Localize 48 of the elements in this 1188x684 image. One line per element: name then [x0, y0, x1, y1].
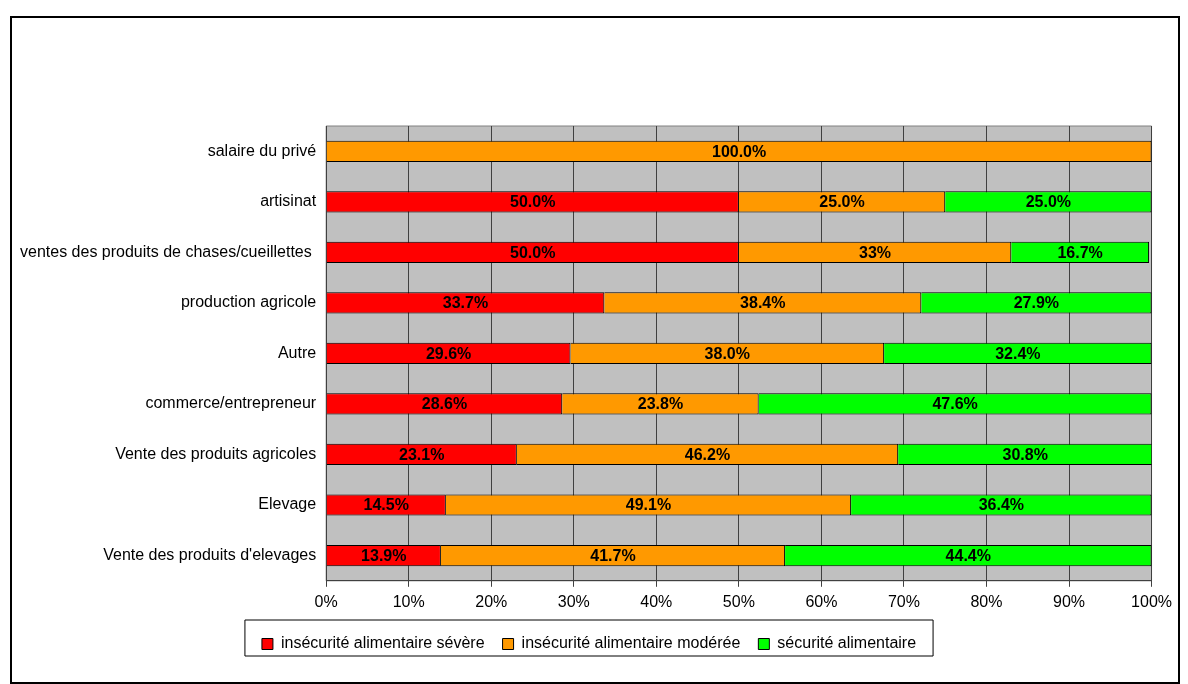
y-tick-label: commerce/entrepreneur [145, 394, 317, 412]
x-tick-label: 50% [722, 592, 755, 610]
data-label: 33% [859, 243, 892, 261]
data-label: 44.4% [945, 546, 991, 564]
data-label: 30.8% [1002, 445, 1048, 463]
data-label: 33.7% [442, 294, 489, 312]
data-label: 23.1% [399, 445, 445, 463]
data-label: 38.4% [740, 294, 786, 312]
data-label: 27.9% [1013, 294, 1060, 312]
data-label: 23.8% [637, 395, 684, 413]
data-label: 100.0% [711, 142, 767, 160]
data-label: 50.0% [510, 243, 556, 261]
x-tick-label: 30% [557, 592, 590, 610]
x-tick-label: 80% [970, 592, 1003, 610]
x-tick-label: 70% [887, 592, 920, 610]
y-tick-label: artisinat [260, 192, 317, 210]
x-tick-label: 0% [314, 592, 338, 610]
data-label: 25.0% [819, 193, 865, 211]
x-tick-label: 60% [805, 592, 838, 610]
y-tick-label: salaire du privé [207, 141, 317, 159]
data-label: 36.4% [978, 496, 1025, 514]
data-label: 47.6% [932, 395, 978, 413]
data-label: 25.0% [1025, 193, 1072, 211]
data-label: 13.9% [361, 546, 407, 564]
legend-label: insécurité alimentaire modérée [521, 634, 741, 652]
legend-label: insécurité alimentaire sévère [280, 634, 485, 652]
legend-label: sécurité alimentaire [777, 634, 917, 652]
data-label: 28.6% [421, 395, 468, 413]
x-tick-label: 10% [392, 592, 425, 610]
y-tick-label: Elevage [258, 495, 317, 513]
x-tick-label: 100% [1131, 592, 1172, 610]
data-label: 50.0% [510, 193, 556, 211]
y-tick-label: Vente des produits d'elevages [103, 545, 317, 563]
x-tick-label: 40% [640, 592, 673, 610]
data-label: 29.6% [425, 344, 472, 362]
data-label: 41.7% [590, 546, 636, 564]
y-tick-label: Autre [277, 343, 317, 361]
data-label: 49.1% [625, 496, 672, 514]
data-label: 14.5% [363, 496, 409, 514]
y-tick-label: production agricole [180, 293, 317, 311]
x-tick-label: 20% [475, 592, 508, 610]
data-label: 16.7% [1057, 243, 1103, 261]
y-tick-label: ventes des produits de chases/cueillettes [20, 242, 317, 260]
data-label: 32.4% [995, 344, 1041, 362]
data-label: 46.2% [684, 445, 731, 463]
x-tick-label: 90% [1052, 592, 1086, 610]
y-tick-label: Vente des produits agricoles [115, 444, 317, 462]
data-label: 38.0% [704, 344, 750, 362]
